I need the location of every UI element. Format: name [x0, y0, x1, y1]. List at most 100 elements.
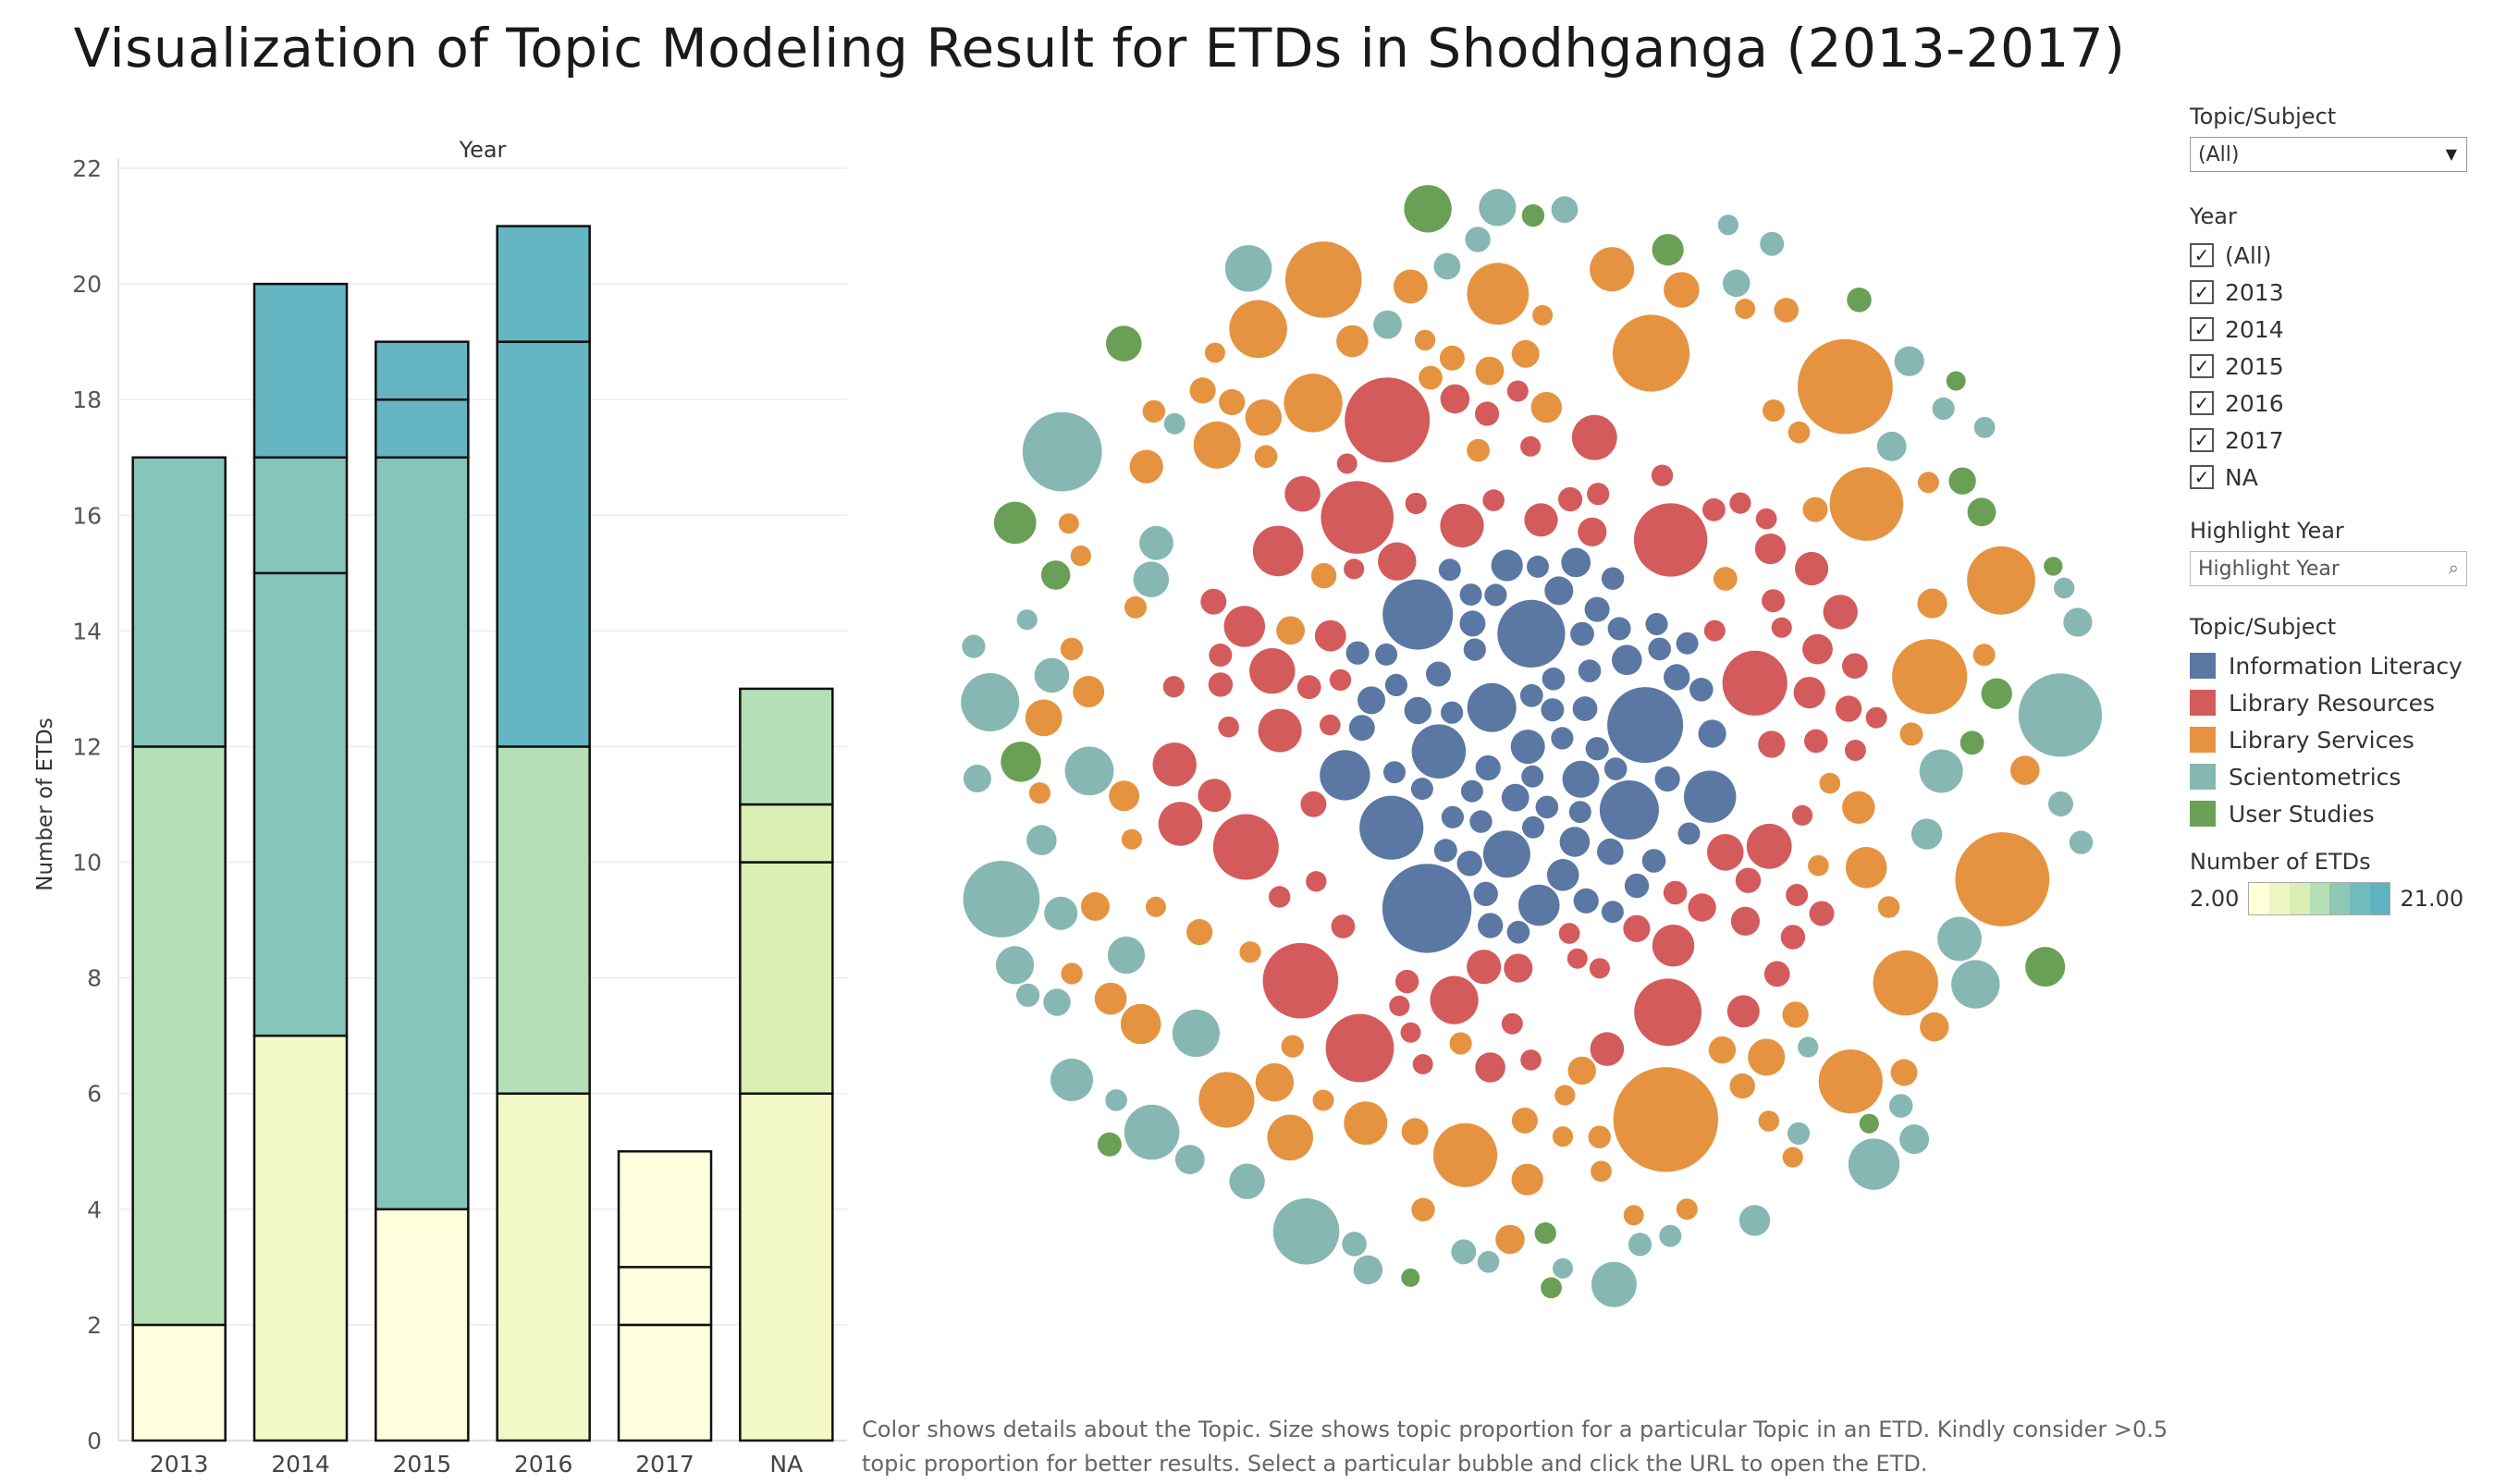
topic-bubble[interactable]: [1200, 588, 1227, 615]
topic-bubble[interactable]: [1684, 770, 1737, 823]
topic-bubble[interactable]: [1300, 791, 1327, 817]
topic-bubble[interactable]: [1967, 546, 2035, 615]
topic-bubble[interactable]: [1972, 644, 1996, 667]
topic-bubble[interactable]: [1554, 1085, 1576, 1106]
legend-item[interactable]: Information Literacy: [2190, 647, 2486, 684]
topic-bubble[interactable]: [1501, 1012, 1523, 1035]
checkbox[interactable]: ✓: [2190, 317, 2214, 341]
topic-bubble[interactable]: [1382, 579, 1454, 650]
topic-bubble[interactable]: [1809, 901, 1835, 926]
topic-bubble[interactable]: [1001, 742, 1041, 782]
topic-bubble[interactable]: [1735, 299, 1756, 319]
topic-bubble[interactable]: [1782, 1147, 1803, 1168]
topic-bubble[interactable]: [1460, 779, 1483, 803]
topic-bubble[interactable]: [1597, 838, 1624, 865]
topic-bubble[interactable]: [1524, 503, 1558, 537]
topic-bubble[interactable]: [1025, 699, 1063, 737]
topic-bubble[interactable]: [1312, 1089, 1334, 1111]
topic-bubble[interactable]: [1449, 1032, 1472, 1055]
topic-bubble[interactable]: [1664, 272, 1700, 308]
topic-bubble[interactable]: [1748, 1038, 1786, 1076]
topic-bubble[interactable]: [1353, 1255, 1383, 1285]
year-option-2016[interactable]: ✓ 2016: [2190, 385, 2486, 422]
topic-bubble[interactable]: [1899, 1124, 1930, 1155]
topic-bubble[interactable]: [1501, 783, 1530, 812]
topic-bubble[interactable]: [1329, 668, 1352, 692]
topic-bubble[interactable]: [1432, 1122, 1498, 1187]
topic-bubble[interactable]: [2018, 673, 2102, 757]
legend-item[interactable]: Library Services: [2190, 721, 2486, 758]
topic-bubble[interactable]: [1651, 464, 1674, 486]
topic-bubble[interactable]: [1467, 950, 1502, 985]
topic-bubble[interactable]: [1802, 497, 1828, 522]
topic-bubble[interactable]: [1204, 342, 1225, 363]
topic-bubble[interactable]: [1562, 760, 1600, 798]
topic-bubble[interactable]: [1645, 612, 1668, 636]
topic-bubble[interactable]: [1080, 891, 1110, 921]
topic-bubble[interactable]: [1479, 189, 1517, 227]
topic-bubble[interactable]: [1281, 1035, 1305, 1058]
topic-bubble[interactable]: [1218, 716, 1239, 738]
year-option-2017[interactable]: ✓ 2017: [2190, 422, 2486, 459]
topic-bubble[interactable]: [1510, 730, 1545, 765]
topic-bubble[interactable]: [1848, 1138, 1900, 1190]
topic-bubble[interactable]: [1729, 492, 1751, 514]
topic-bubble[interactable]: [1973, 416, 1996, 438]
bar-segment[interactable]: [252, 571, 349, 1037]
topic-bubble[interactable]: [1172, 1009, 1220, 1058]
topic-bubble[interactable]: [1818, 1049, 1883, 1114]
topic-bubble[interactable]: [1877, 896, 1900, 918]
topic-bubble[interactable]: [1097, 1132, 1122, 1157]
topic-bubble[interactable]: [1121, 828, 1142, 850]
topic-bubble[interactable]: [961, 673, 1020, 731]
topic-bubble[interactable]: [1521, 765, 1544, 788]
topic-bubble[interactable]: [1641, 849, 1666, 873]
topic-bubble[interactable]: [1771, 617, 1792, 638]
topic-bubble[interactable]: [1561, 547, 1591, 578]
topic-bubble[interactable]: [1484, 583, 1507, 607]
year-option-2013[interactable]: ✓ 2013: [2190, 274, 2486, 311]
topic-bubble[interactable]: [1467, 682, 1517, 732]
bar-segment[interactable]: [375, 340, 470, 401]
topic-bubble[interactable]: [1163, 412, 1186, 435]
topic-bubble[interactable]: [1754, 534, 1787, 565]
topic-bubble[interactable]: [1703, 619, 1726, 642]
topic-bubble[interactable]: [1375, 643, 1398, 666]
topic-bubble[interactable]: [1530, 391, 1563, 423]
topic-bubble[interactable]: [1981, 678, 2012, 709]
topic-bubble[interactable]: [1419, 365, 1443, 390]
topic-bubble[interactable]: [1411, 724, 1467, 779]
topic-bubble[interactable]: [1400, 1022, 1421, 1043]
topic-bubble[interactable]: [1441, 701, 1464, 724]
topic-bubble[interactable]: [1384, 673, 1407, 697]
topic-bubble[interactable]: [1463, 638, 1486, 661]
bar-segment[interactable]: [496, 745, 591, 1095]
topic-bubble[interactable]: [1504, 953, 1533, 983]
topic-bubble[interactable]: [1139, 525, 1173, 560]
topic-bubble[interactable]: [1519, 683, 1543, 707]
topic-bubble[interactable]: [1763, 961, 1790, 987]
topic-bubble[interactable]: [1890, 1059, 1918, 1086]
topic-bubble[interactable]: [1717, 215, 1738, 236]
topic-bubble[interactable]: [1133, 561, 1170, 597]
topic-bubble[interactable]: [1664, 664, 1690, 691]
topic-bubble[interactable]: [1894, 346, 1924, 376]
topic-bubble[interactable]: [1016, 983, 1040, 1007]
topic-bubble[interactable]: [1551, 196, 1579, 224]
checkbox[interactable]: ✓: [2190, 465, 2214, 489]
bar-segment[interactable]: [496, 1092, 591, 1442]
topic-bubble[interactable]: [1404, 185, 1452, 233]
topic-bubble[interactable]: [1061, 963, 1083, 985]
topic-bubble[interactable]: [996, 946, 1035, 985]
topic-bubble[interactable]: [1310, 563, 1337, 589]
topic-bubble[interactable]: [1917, 588, 1947, 619]
legend-item[interactable]: User Studies: [2190, 795, 2486, 832]
topic-bubble[interactable]: [1336, 453, 1358, 474]
topic-bubble[interactable]: [963, 765, 991, 792]
topic-bubble[interactable]: [1186, 919, 1213, 946]
topic-bubble[interactable]: [1522, 816, 1544, 839]
topic-bubble[interactable]: [1613, 1067, 1719, 1172]
topic-bubble[interactable]: [1482, 830, 1530, 878]
topic-bubble[interactable]: [1306, 871, 1327, 892]
topic-bubble[interactable]: [963, 861, 1040, 938]
